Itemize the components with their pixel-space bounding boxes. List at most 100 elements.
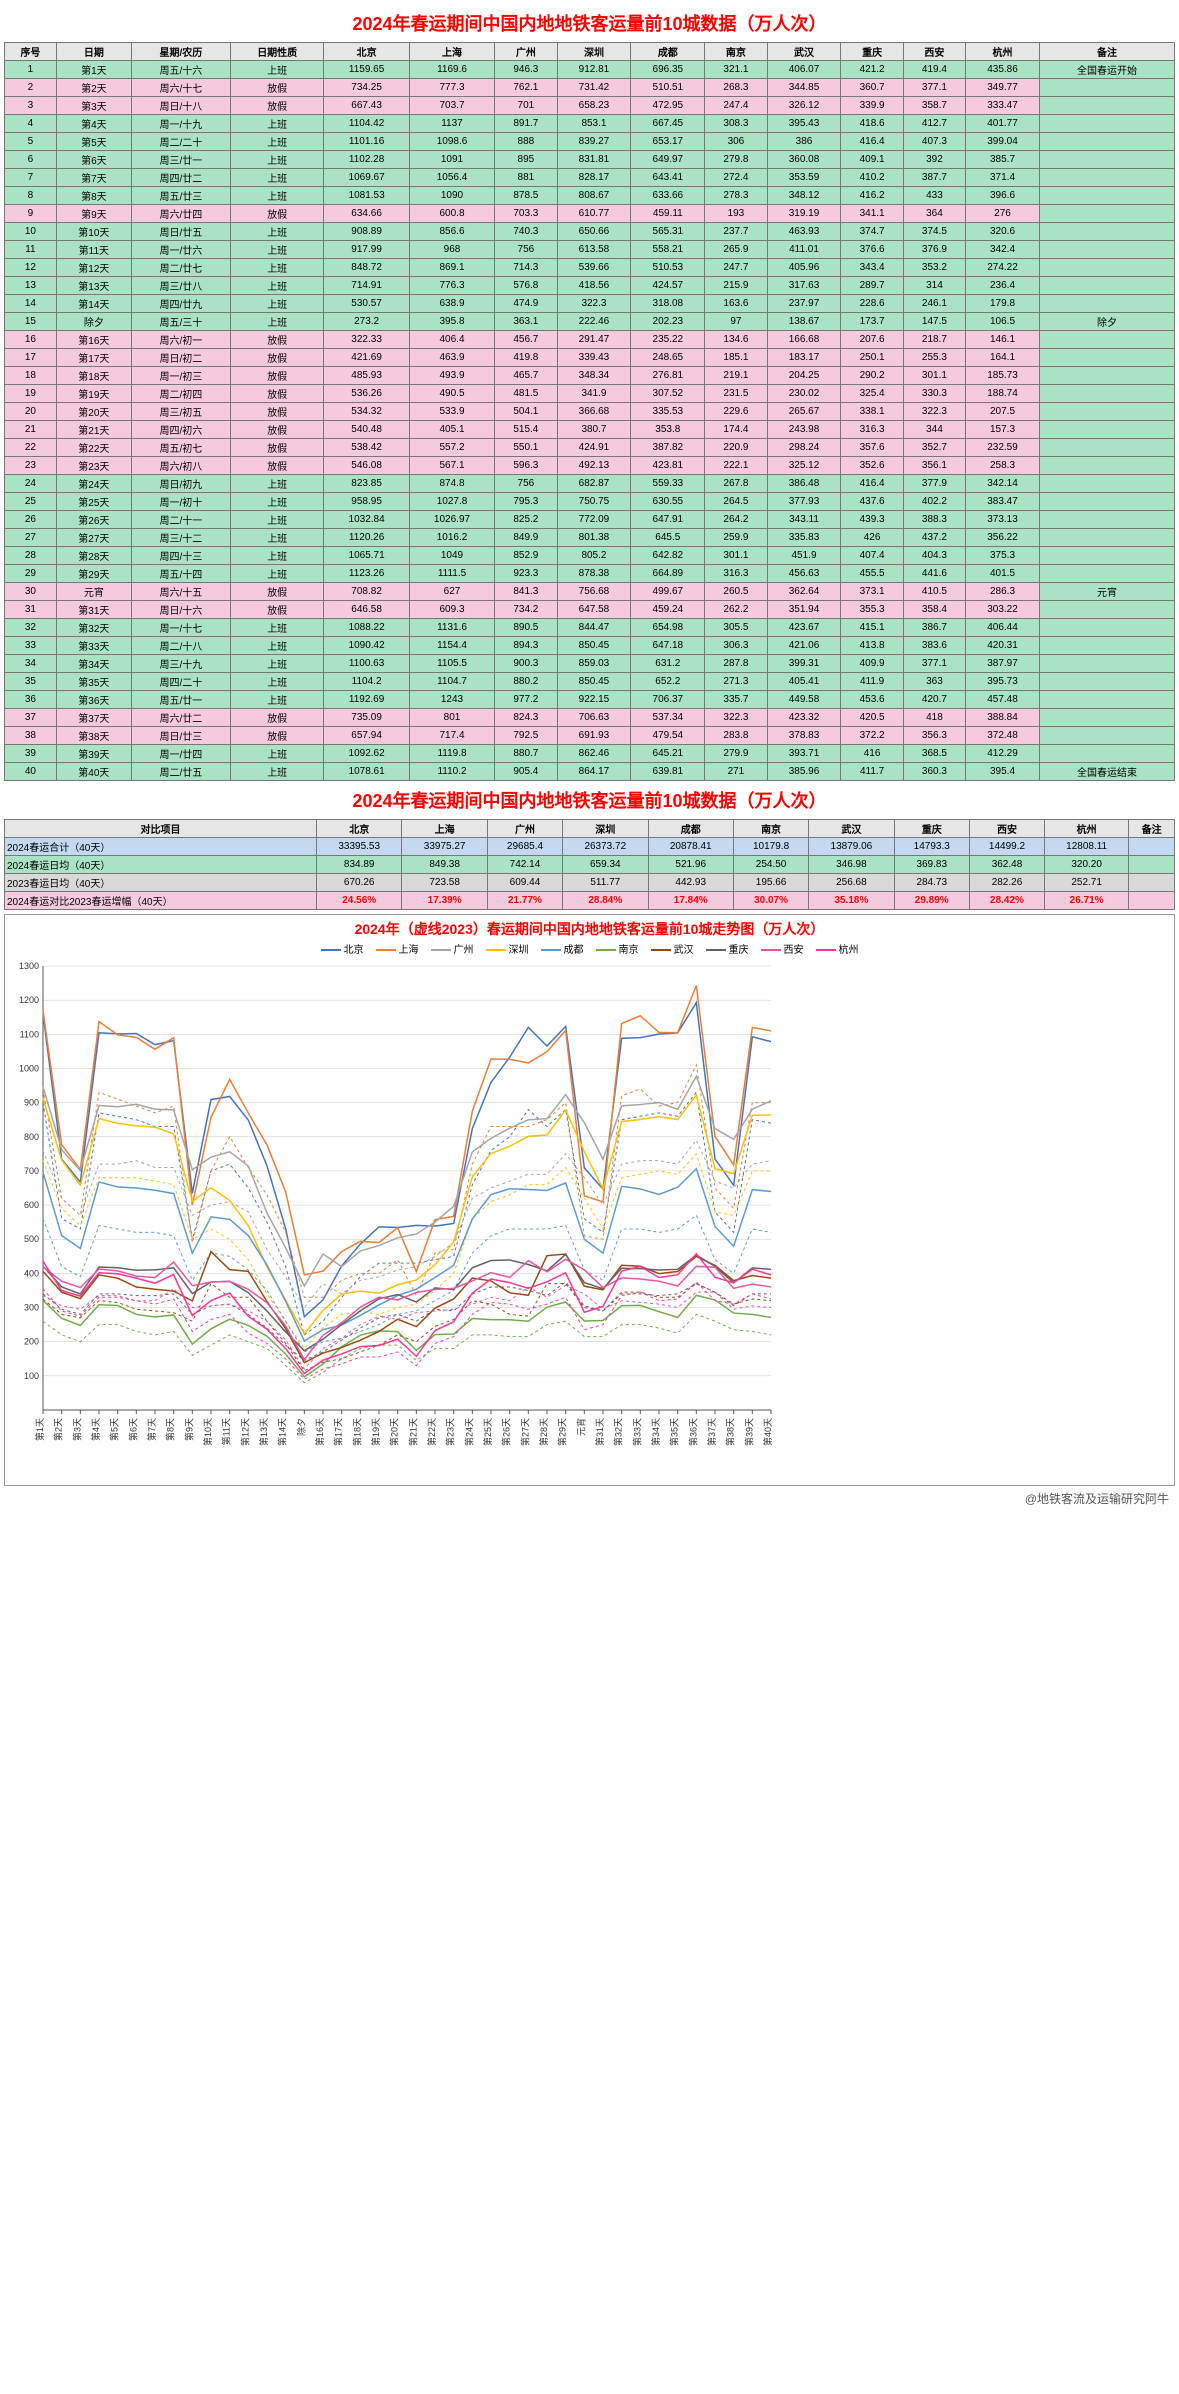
table-row: 35第35天周四/二十上班1104.21104.7880.2850.45652.… (5, 673, 1175, 691)
table-row: 39第39天周一/廿四上班1092.621119.8880.7862.46645… (5, 745, 1175, 763)
table-row: 8第8天周五/廿三上班1081.531090878.5808.67633.662… (5, 187, 1175, 205)
svg-text:第40天: 第40天 (762, 1418, 773, 1446)
table-row: 16第16天周六/初一放假322.33406.4456.7291.47235.2… (5, 331, 1175, 349)
table-row: 29第29天周五/十四上班1123.261111.5923.3878.38664… (5, 565, 1175, 583)
svg-text:第5天: 第5天 (109, 1418, 120, 1441)
svg-text:第29天: 第29天 (557, 1418, 568, 1446)
footer-credit: @地铁客流及运输研究阿牛 (4, 1486, 1175, 1511)
svg-text:第34天: 第34天 (650, 1418, 661, 1446)
svg-text:900: 900 (24, 1098, 39, 1108)
svg-text:第19天: 第19天 (370, 1418, 381, 1446)
table-row: 30元宵周六/十五放假708.82627841.3756.68499.67260… (5, 583, 1175, 601)
table-row: 23第23天周六/初八放假546.08567.1596.3492.13423.8… (5, 457, 1175, 475)
svg-text:第37天: 第37天 (706, 1418, 717, 1446)
table-row: 34第34天周三/十九上班1100.631105.5900.3859.03631… (5, 655, 1175, 673)
table-row: 21第21天周四/初六放假540.48405.1515.4380.7353.81… (5, 421, 1175, 439)
table-row: 28第28天周四/十三上班1065.711049852.9805.2642.82… (5, 547, 1175, 565)
table-row: 4第4天周一/十九上班1104.421137891.7853.1667.4530… (5, 115, 1175, 133)
summary-table: 对比项目北京上海广州深圳成都南京武汉重庆西安杭州备注 2024春运合计（40天）… (4, 819, 1175, 910)
table-row: 32第32天周一/十七上班1088.221131.6890.5844.47654… (5, 619, 1175, 637)
svg-text:100: 100 (24, 1371, 39, 1381)
svg-text:第14天: 第14天 (277, 1418, 288, 1446)
table-row: 2023春运日均（40天）670.26723.58609.44511.77442… (5, 874, 1175, 892)
svg-text:第23天: 第23天 (445, 1418, 456, 1446)
table-row: 15除夕周五/三十上班273.2395.8363.1222.46202.2397… (5, 313, 1175, 331)
table-row: 20第20天周三/初五放假534.32533.9504.1366.68335.5… (5, 403, 1175, 421)
svg-text:第3天: 第3天 (71, 1418, 82, 1441)
table-row: 10第10天周日/廿五上班908.89856.6740.3650.66565.3… (5, 223, 1175, 241)
table-row: 31第31天周日/十六放假646.58609.3734.2647.58459.2… (5, 601, 1175, 619)
svg-text:第33天: 第33天 (631, 1418, 642, 1446)
svg-text:第2天: 第2天 (53, 1418, 64, 1441)
table-row: 22第22天周五/初七放假538.42557.2550.1424.91387.8… (5, 439, 1175, 457)
table-row: 26第26天周二/十一上班1032.841026.97825.2772.0964… (5, 511, 1175, 529)
svg-text:第21天: 第21天 (407, 1418, 418, 1446)
table-row: 7第7天周四/廿二上班1069.671056.4881828.17643.412… (5, 169, 1175, 187)
svg-text:第17天: 第17天 (333, 1418, 344, 1446)
svg-text:第12天: 第12天 (239, 1418, 250, 1446)
table-row: 2第2天周六/十七放假734.25777.3762.1731.42510.512… (5, 79, 1175, 97)
table-row: 2024春运日均（40天）834.89849.38742.14659.34521… (5, 856, 1175, 874)
table-row: 38第38天周日/廿三放假657.94717.4792.5691.93479.5… (5, 727, 1175, 745)
svg-text:300: 300 (24, 1303, 39, 1313)
svg-text:1000: 1000 (19, 1063, 39, 1073)
svg-text:500: 500 (24, 1234, 39, 1244)
svg-text:第38天: 第38天 (725, 1418, 736, 1446)
svg-text:第18天: 第18天 (351, 1418, 362, 1446)
daily-table: 序号日期星期/农历日期性质北京上海广州深圳成都南京武汉重庆西安杭州备注 1第1天… (4, 42, 1175, 781)
svg-text:第31天: 第31天 (594, 1418, 605, 1446)
table-row: 2024春运对比2023春运增幅（40天）24.56%17.39%21.77%2… (5, 892, 1175, 910)
table-row: 19第19天周二/初四放假536.26490.5481.5341.9307.52… (5, 385, 1175, 403)
table-row: 27第27天周三/十二上班1120.261016.2849.9801.38645… (5, 529, 1175, 547)
svg-text:第28天: 第28天 (538, 1418, 549, 1446)
table-row: 24第24天周日/初九上班823.85874.8756682.87559.332… (5, 475, 1175, 493)
table-row: 18第18天周一/初三放假485.93493.9465.7348.34276.8… (5, 367, 1175, 385)
svg-text:元宵: 元宵 (575, 1418, 586, 1436)
main-title: 2024年春运期间中国内地地铁客运量前10城数据（万人次） (4, 4, 1175, 42)
svg-text:第13天: 第13天 (258, 1418, 269, 1446)
table-row: 13第13天周三/廿八上班714.91776.3576.8418.56424.5… (5, 277, 1175, 295)
svg-text:1100: 1100 (20, 1029, 39, 1039)
table-row: 9第9天周六/廿四放假634.66600.8703.3610.77459.111… (5, 205, 1175, 223)
svg-text:第11天: 第11天 (221, 1418, 232, 1445)
svg-text:第10天: 第10天 (202, 1418, 213, 1446)
svg-text:第27天: 第27天 (519, 1418, 530, 1446)
table-row: 2024春运合计（40天）33395.5333975.2729685.42637… (5, 838, 1175, 856)
table-row: 33第33天周二/十八上班1090.421154.4894.3850.45647… (5, 637, 1175, 655)
svg-text:400: 400 (24, 1268, 39, 1278)
svg-text:第7天: 第7天 (146, 1418, 157, 1441)
svg-text:800: 800 (24, 1132, 39, 1142)
svg-text:600: 600 (24, 1200, 39, 1210)
table-row: 17第17天周日/初二放假421.69463.9419.8339.43248.6… (5, 349, 1175, 367)
svg-text:第8天: 第8天 (165, 1418, 176, 1441)
svg-text:700: 700 (24, 1166, 39, 1176)
table-row: 37第37天周六/廿二放假735.09801824.3706.63537.343… (5, 709, 1175, 727)
svg-text:第26天: 第26天 (501, 1418, 512, 1446)
table-row: 14第14天周四/廿九上班530.57638.9474.9322.3318.08… (5, 295, 1175, 313)
table-row: 6第6天周三/廿一上班1102.281091895831.81649.97279… (5, 151, 1175, 169)
svg-text:第1天: 第1天 (34, 1418, 45, 1441)
svg-text:第16天: 第16天 (314, 1418, 325, 1446)
table-row: 25第25天周一/初十上班958.951027.8795.3750.75630.… (5, 493, 1175, 511)
table-row: 11第11天周一/廿六上班917.99968756613.58558.21265… (5, 241, 1175, 259)
svg-text:第9天: 第9天 (183, 1418, 194, 1441)
chart-legend: 北京上海广州深圳成都南京武汉重庆西安杭州 (7, 939, 1172, 960)
svg-text:1300: 1300 (19, 961, 39, 971)
svg-text:第32天: 第32天 (613, 1418, 624, 1446)
svg-text:第6天: 第6天 (127, 1418, 138, 1441)
svg-text:第4天: 第4天 (90, 1418, 101, 1441)
table-row: 3第3天周日/十八放假667.43703.7701658.23472.95247… (5, 97, 1175, 115)
table-row: 1第1天周五/十六上班1159.651169.6946.3912.81696.3… (5, 61, 1175, 79)
svg-text:第25天: 第25天 (482, 1418, 493, 1446)
svg-text:除夕: 除夕 (295, 1418, 306, 1436)
chart-panel: 2024年（虚线2023）春运期间中国内地地铁客运量前10城走势图（万人次） 北… (4, 914, 1175, 1486)
trend-chart: 1002003004005006007008009001000110012001… (7, 960, 777, 1480)
svg-text:第24天: 第24天 (463, 1418, 474, 1446)
svg-text:第20天: 第20天 (389, 1418, 400, 1446)
svg-text:第22天: 第22天 (426, 1418, 437, 1446)
table-row: 36第36天周五/廿一上班1192.691243977.2922.15706.3… (5, 691, 1175, 709)
chart-title: 2024年（虚线2023）春运期间中国内地地铁客运量前10城走势图（万人次） (7, 919, 1172, 939)
table-row: 12第12天周二/廿七上班848.72869.1714.3539.66510.5… (5, 259, 1175, 277)
svg-text:1200: 1200 (19, 995, 39, 1005)
table-row: 40第40天周二/廿五上班1078.611110.2905.4864.17639… (5, 763, 1175, 781)
